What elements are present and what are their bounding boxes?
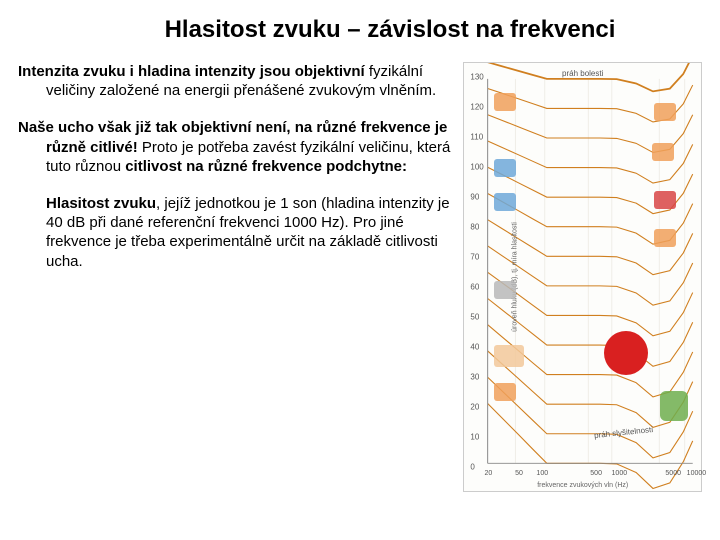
chart-svg (464, 63, 701, 491)
x-tick: 500 (590, 470, 602, 477)
text-column: Intenzita zvuku i hladina intenzity jsou… (18, 62, 455, 492)
y-axis-label: úroveň hluku (dB), tj. míra hlasitosti (512, 222, 519, 332)
equal-loudness-chart: práh bolesti práh slyšitelnosti úroveň h… (463, 62, 702, 492)
y-tick: 80 (470, 223, 479, 232)
para2-rest-b: citlivost na různé frekvence podchytne: (125, 158, 407, 175)
top-label: práh bolesti (562, 69, 603, 78)
tram-icon (494, 159, 516, 177)
walker-icon (652, 143, 674, 161)
x-tick: 5000 (665, 470, 681, 477)
y-tick: 130 (470, 73, 483, 82)
car-icon (494, 193, 516, 211)
paragraph-3: Hlasitost zvuku, jejíž jednotkou je 1 so… (18, 194, 455, 271)
plant-icon (660, 391, 688, 421)
paragraph-1: Intenzita zvuku i hladina intenzity jsou… (18, 62, 455, 100)
y-tick: 90 (470, 193, 479, 202)
para1-lead: Intenzita zvuku i hladina intenzity jsou… (18, 63, 365, 80)
y-tick: 30 (470, 373, 479, 382)
paragraph-2: Naše ucho však již tak objektivní není, … (18, 118, 455, 176)
para3-lead: Hlasitost zvuku (46, 195, 156, 212)
worker-icon (654, 103, 676, 121)
device-icon (494, 281, 516, 299)
content-row: Intenzita zvuku i hladina intenzity jsou… (18, 62, 702, 492)
y-tick: 50 (470, 313, 479, 322)
person-icon (494, 93, 516, 111)
x-tick: 10000 (687, 470, 706, 477)
phone-icon (654, 191, 676, 209)
y-tick: 70 (470, 253, 479, 262)
y-tick: 120 (470, 103, 483, 112)
page-title: Hlasitost zvuku – závislost na frekvenci (78, 16, 702, 44)
face-icon (494, 345, 524, 367)
y-tick: 0 (470, 463, 474, 472)
y-tick: 100 (470, 163, 483, 172)
x-axis-label: frekvence zvukových vln (Hz) (537, 482, 628, 489)
y-tick: 20 (470, 403, 479, 412)
y-tick: 10 (470, 433, 479, 442)
lying-icon (494, 383, 516, 401)
x-tick: 20 (485, 470, 493, 477)
sitter-icon (654, 229, 676, 247)
y-tick: 60 (470, 283, 479, 292)
x-tick: 1000 (612, 470, 628, 477)
y-tick: 40 (470, 343, 479, 352)
y-tick: 110 (470, 133, 483, 142)
x-tick: 50 (515, 470, 523, 477)
x-tick: 100 (536, 470, 548, 477)
